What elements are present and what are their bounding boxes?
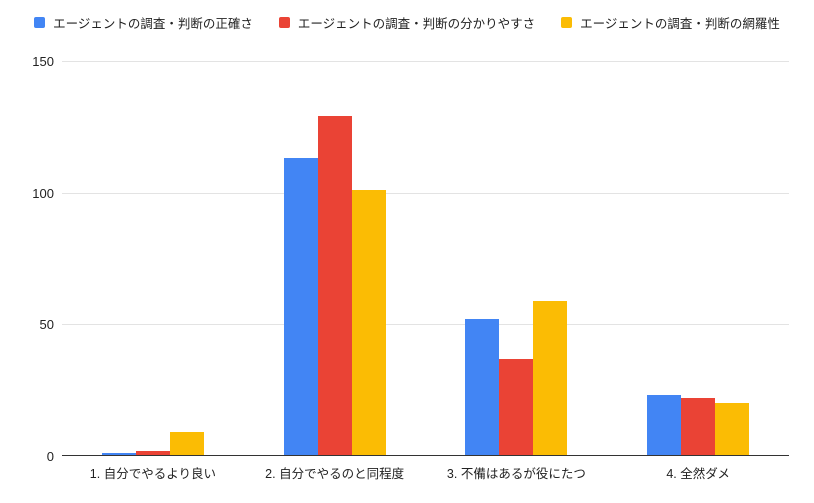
bar-series-2-category-1[interactable] [351,190,386,456]
bar-series-1-category-3[interactable] [681,398,716,456]
bar-series-0-category-0[interactable] [101,453,136,456]
gridline [62,192,789,194]
bar-series-1-category-2[interactable] [499,358,534,456]
legend-label: エージェントの調査・判断の分かりやすさ [297,17,536,31]
y-tick-label: 50 [39,317,54,333]
gridline [62,324,789,326]
legend-item-0[interactable]: エージェントの調査・判断の正確さ [34,13,253,32]
legend-swatch-icon [561,17,573,28]
legend-swatch-icon [278,17,290,28]
y-tick-label: 100 [32,185,54,201]
legend-item-1[interactable]: エージェントの調査・判断の分かりやすさ [278,13,536,32]
bar-series-2-category-2[interactable] [533,300,568,456]
legend-label: エージェントの調査・判断の正確さ [53,17,253,31]
plot-area [62,61,789,456]
bar-series-2-category-0[interactable] [169,432,204,456]
legend-item-2[interactable]: エージェントの調査・判断の網羅性 [561,13,780,32]
legend-label: エージェントの調査・判断の網羅性 [580,17,780,31]
chart-legend: エージェントの調査・判断の正確さ エージェントの調査・判断の分かりやすさ エージェン… [0,13,814,32]
x-axis-baseline [62,455,789,456]
x-category-label: 3. 不備はあるが役にたつ [446,467,586,481]
bar-series-0-category-2[interactable] [465,319,500,456]
legend-swatch-icon [34,17,46,28]
bar-series-0-category-1[interactable] [283,158,318,456]
y-tick-label: 150 [32,54,54,69]
bar-series-2-category-3[interactable] [715,403,750,456]
x-category-label: 4. 全然ダメ [666,467,730,481]
bar-series-1-category-0[interactable] [135,450,170,456]
y-tick-label: 0 [46,449,54,464]
bar-series-0-category-3[interactable] [647,395,682,456]
bar-series-1-category-1[interactable] [317,116,352,456]
x-category-label: 2. 自分でやるのと同程度 [265,467,405,481]
gridline [62,61,789,62]
x-category-label: 1. 自分でやるより良い [89,467,216,481]
